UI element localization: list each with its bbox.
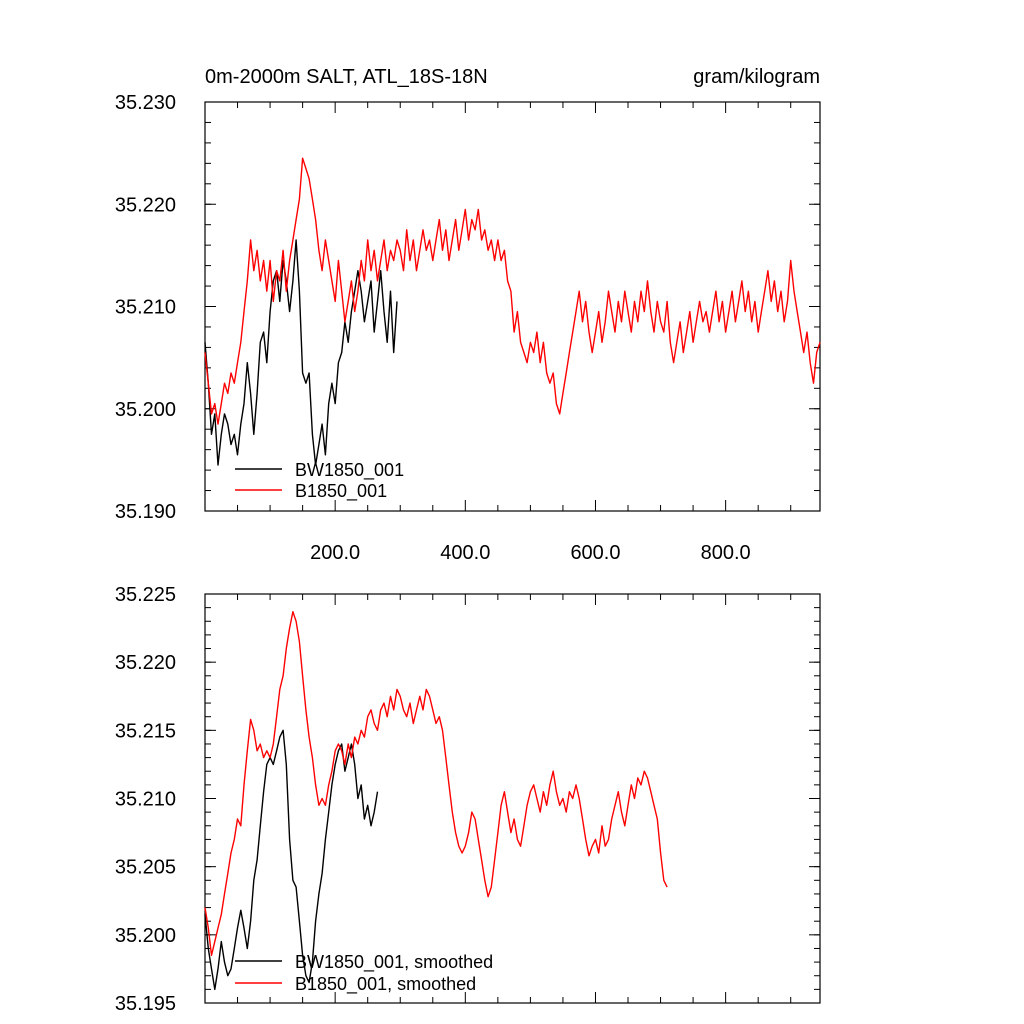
top-title: 0m-2000m SALT, ATL_18S-18N — [205, 66, 488, 88]
top-legend: BW1850_001 B1850_001 — [235, 460, 404, 502]
bottom-ticks: 35.195 35.200 35.205 35.210 35.215 35.220 35.2… — [115, 584, 820, 1015]
top-series-line-bw1850 — [204, 239, 398, 466]
top-lines — [204, 157, 821, 466]
bottom-legend-label-b: B1850_001, smoothed — [295, 974, 476, 995]
y-tick-label: 35.205 — [115, 857, 176, 879]
x-tick-label: 800.0 — [701, 542, 751, 564]
y-tick-label: 35.210 — [115, 297, 176, 319]
top-ticks: 35.190 35.200 35.210 35.220 35.230 200.0 400.0… — [115, 92, 820, 564]
y-tick-label: 35.230 — [115, 92, 176, 114]
x-tick-label: 200.0 — [310, 542, 360, 564]
y-tick-label: 35.215 — [115, 720, 176, 742]
x-tick-label: 600.0 — [570, 542, 620, 564]
y-tick-label: 35.190 — [115, 501, 176, 523]
y-tick-label: 35.210 — [115, 789, 176, 811]
y-tick-label: 35.195 — [115, 993, 176, 1015]
bottom-legend: BW1850_001, smoothed B1850_001, smoothed — [235, 952, 493, 995]
bottom-panel: 35.195 35.200 35.205 35.210 35.215 35.220 35.2… — [115, 584, 821, 1015]
top-legend-label-b: B1850_001 — [295, 481, 387, 502]
bottom-legend-label-bw: BW1850_001, smoothed — [295, 952, 493, 973]
top-series-line-b1850 — [204, 157, 821, 425]
y-tick-label: 35.220 — [115, 652, 176, 674]
top-legend-label-bw: BW1850_001 — [295, 460, 404, 481]
bottom-plot-frame — [204, 593, 821, 1004]
y-tick-label: 35.220 — [115, 194, 176, 216]
bottom-series-line-b1850 — [204, 611, 668, 956]
x-tick-label: 400.0 — [440, 542, 490, 564]
y-tick-label: 35.200 — [115, 399, 176, 421]
y-tick-label: 35.200 — [115, 925, 176, 947]
y-tick-label: 35.225 — [115, 584, 176, 606]
top-panel: 0m-2000m SALT, ATL_18S-18N gram/kilogram… — [115, 66, 821, 564]
bottom-series-line-bw1850 — [204, 729, 379, 991]
bottom-lines — [204, 611, 668, 991]
top-units: gram/kilogram — [693, 66, 820, 88]
